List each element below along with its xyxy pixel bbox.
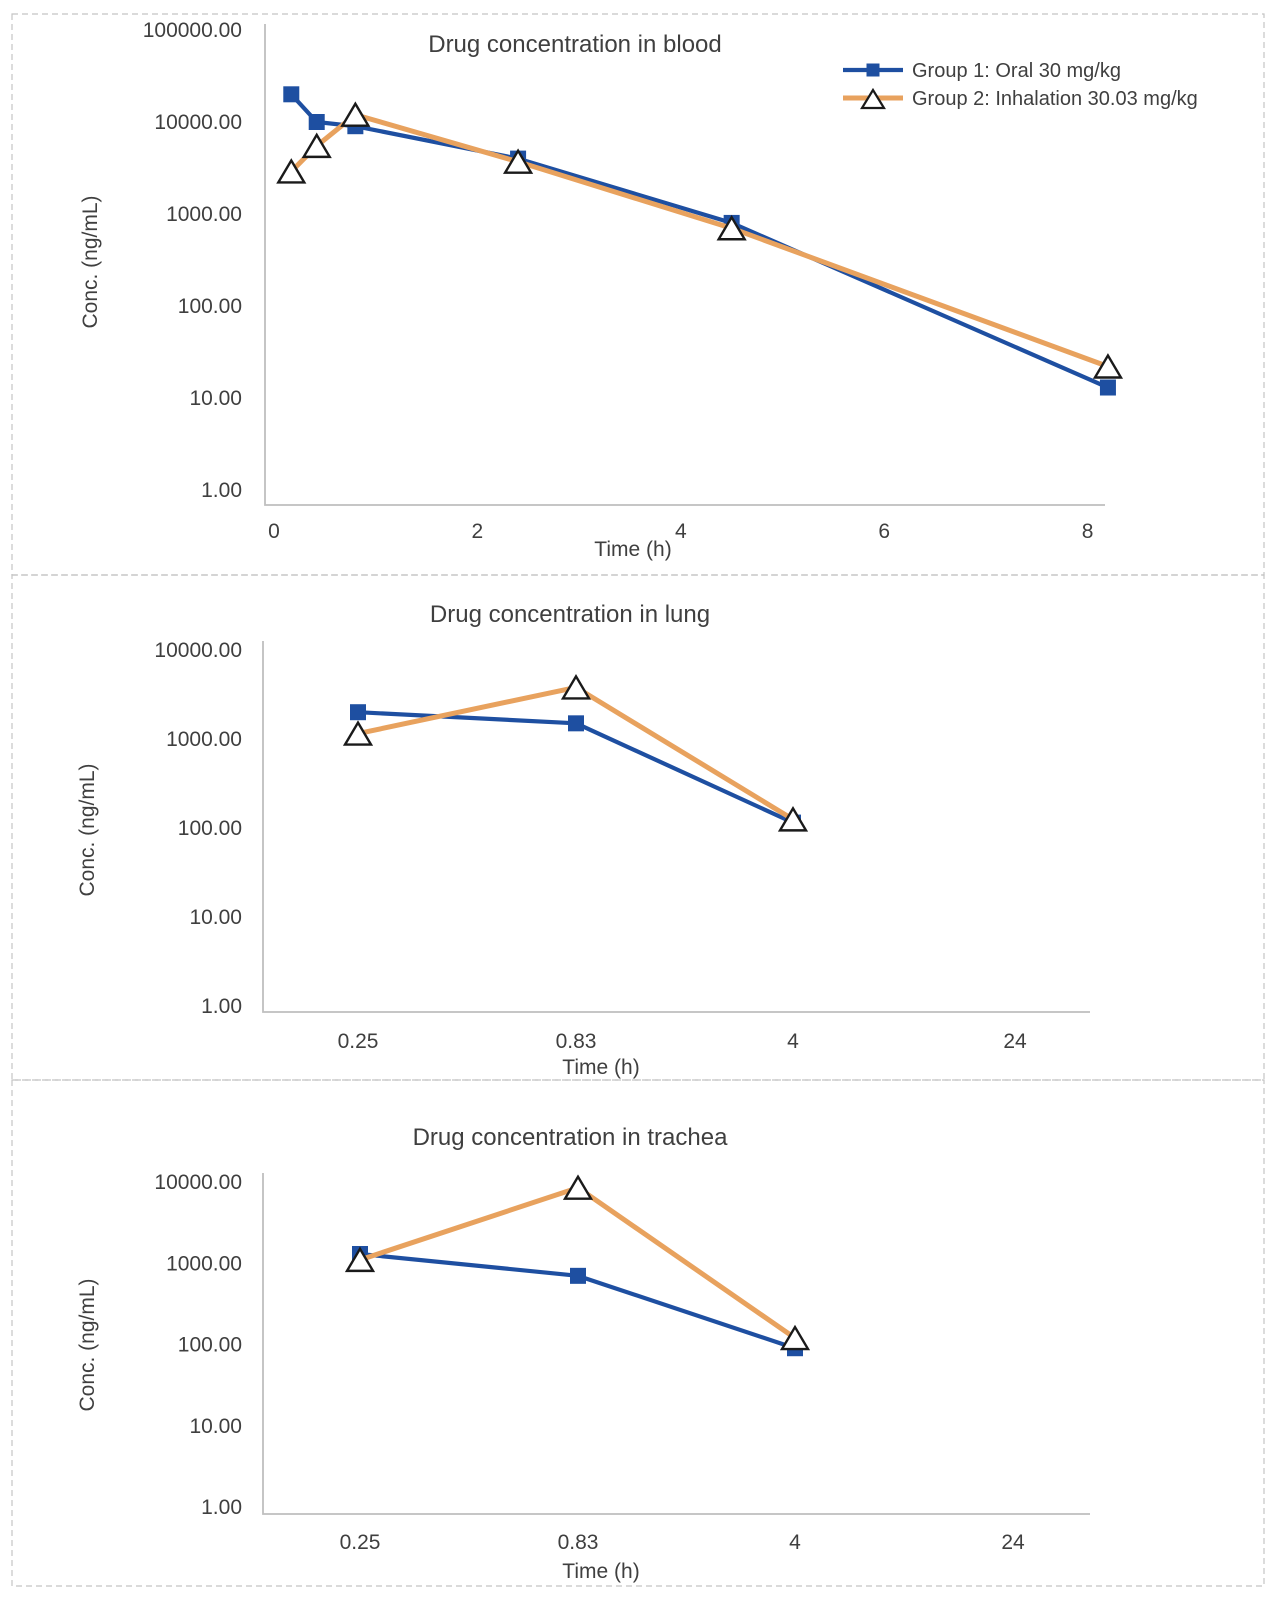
square-marker — [570, 1267, 586, 1284]
plot-axis — [262, 641, 1090, 1013]
square-marker — [283, 86, 300, 103]
y-axis-tick-label: 10.00 — [189, 387, 242, 410]
x-axis-tick-label: 2 — [472, 520, 484, 543]
triangle-marker — [301, 132, 332, 159]
square-marker — [568, 715, 584, 732]
x-axis-tick-label: 0 — [268, 520, 280, 543]
legend-square-marker-icon — [866, 63, 880, 77]
series-line-group1 — [289, 92, 1109, 390]
plot-axis — [264, 24, 1105, 506]
triangle-marker — [779, 1324, 811, 1351]
panel-border-3 — [11, 1079, 1265, 1587]
x-axis-tick-label: 6 — [878, 520, 890, 543]
x-axis-title: Time (h) — [562, 1560, 639, 1583]
y-axis-tick-label: 100.00 — [178, 1334, 242, 1357]
triangle-marker — [560, 674, 592, 700]
chart-3: 10000.00 1000.00 100.00 10.00 1.00 0.25 0.83 4 2… — [76, 1124, 1090, 1583]
triangle-marker — [344, 1246, 376, 1273]
x-axis-tick-label: 0.83 — [556, 1030, 597, 1053]
y-axis-tick-label: 1000.00 — [166, 203, 242, 226]
triangle-marker — [502, 148, 534, 174]
x-axis-tick-label: 0.83 — [558, 1531, 599, 1554]
y-axis-tick-label: 10000.00 — [154, 639, 242, 662]
y-axis-tick-label: 1.00 — [201, 1496, 242, 1519]
chart-title: Drug concentration in lung — [430, 601, 710, 628]
x-axis-tick-label: 4 — [675, 520, 687, 543]
y-axis-tick-label: 1.00 — [201, 479, 242, 502]
x-axis-title: Time (h) — [562, 1056, 639, 1079]
y-axis-tick-label: 100.00 — [178, 817, 242, 840]
x-axis-tick-label: 0.25 — [338, 1030, 379, 1053]
x-axis-tick-label: 4 — [789, 1531, 801, 1554]
square-marker — [350, 704, 366, 721]
triangle-marker — [276, 158, 307, 184]
panel-border-1 — [11, 13, 1265, 576]
x-axis-tick-label: 4 — [787, 1030, 799, 1053]
x-axis-tick-label: 24 — [1001, 1531, 1025, 1554]
triangle-marker — [340, 101, 371, 127]
chart-1: 100000.00 10000.00 1000.00 100.00 10.00 1.00 0… — [79, 19, 1198, 561]
y-axis-tick-label: 10000.00 — [154, 111, 242, 134]
x-axis-tick-label: 24 — [1003, 1030, 1027, 1053]
triangle-marker — [777, 806, 809, 832]
legend-label-group1: Group 1: Oral 30 mg/kg — [912, 60, 1121, 82]
y-axis-title: Conc. (ng/mL) — [79, 195, 102, 328]
legend: Group 1: Oral 30 mg/kg Group 2: Inhalatio… — [843, 60, 1198, 110]
triangle-marker — [716, 214, 747, 241]
x-axis-tick-label: 8 — [1082, 520, 1094, 543]
y-axis-title: Conc. (ng/mL) — [76, 763, 99, 896]
x-axis-title: Time (h) — [594, 538, 671, 561]
legend-label-group2: Group 2: Inhalation 30.03 mg/kg — [912, 88, 1198, 110]
y-axis-tick-label: 1.00 — [201, 995, 242, 1018]
y-axis-tick-label: 100.00 — [178, 295, 242, 318]
plot-axis — [262, 1173, 1090, 1515]
square-marker — [1099, 379, 1116, 396]
y-axis-tick-label: 10.00 — [189, 906, 242, 929]
triangle-marker — [342, 720, 374, 746]
x-axis-tick-label: 0.25 — [340, 1531, 381, 1554]
y-axis-tick-label: 1000.00 — [166, 728, 242, 751]
chart-2: 10000.00 1000.00 100.00 10.00 1.00 0.25 0.83 4 2… — [76, 601, 1090, 1079]
series-line-group2 — [357, 684, 795, 822]
chart-title: Drug concentration in trachea — [413, 1124, 729, 1151]
y-axis-title: Conc. (ng/mL) — [76, 1278, 99, 1411]
triangle-marker — [562, 1174, 594, 1200]
square-marker — [308, 114, 325, 130]
y-axis-tick-label: 100000.00 — [143, 19, 242, 42]
y-axis-tick-label: 10000.00 — [154, 1171, 242, 1194]
y-axis-tick-label: 10.00 — [189, 1415, 242, 1438]
triangle-marker — [1092, 353, 1124, 379]
y-axis-tick-label: 1000.00 — [166, 1252, 242, 1275]
series-line-group2 — [359, 1185, 797, 1341]
series-line-group2 — [289, 112, 1109, 369]
chart-title: Drug concentration in blood — [428, 31, 722, 58]
legend-triangle-marker-icon — [860, 87, 886, 110]
